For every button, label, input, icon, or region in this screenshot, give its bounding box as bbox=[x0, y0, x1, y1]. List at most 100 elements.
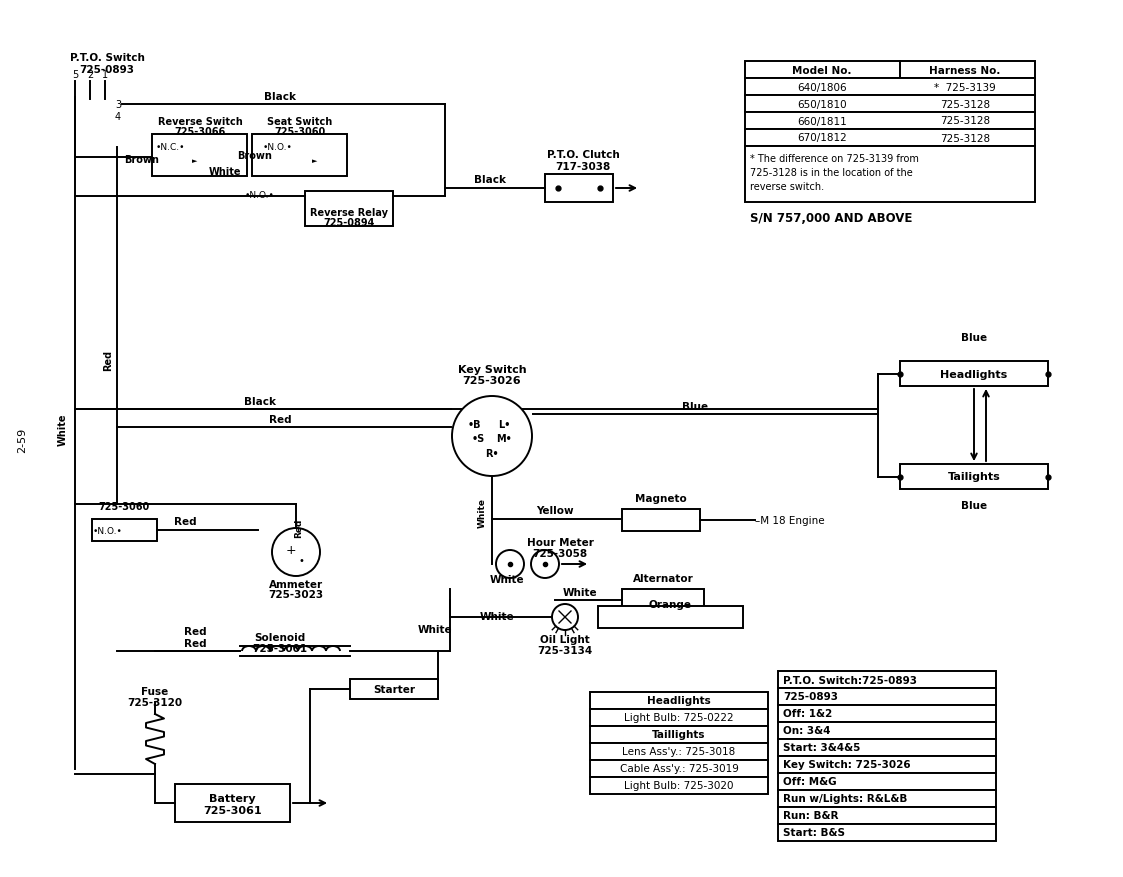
Bar bbox=[175, 784, 290, 822]
Text: White: White bbox=[209, 167, 241, 177]
Text: * The difference on 725-3139 from: * The difference on 725-3139 from bbox=[750, 153, 919, 164]
Text: Harness No.: Harness No. bbox=[930, 66, 1001, 75]
Text: 725-3128 is in the location of the: 725-3128 is in the location of the bbox=[750, 168, 913, 178]
Text: 725-3128: 725-3128 bbox=[940, 117, 990, 126]
Text: P.T.O. Switch:725-0893: P.T.O. Switch:725-0893 bbox=[783, 674, 917, 685]
Text: M•: M• bbox=[496, 433, 512, 444]
Text: 640/1806: 640/1806 bbox=[797, 82, 847, 92]
Bar bbox=[590, 726, 768, 743]
Text: Fuse: Fuse bbox=[141, 686, 168, 696]
Text: Key Switch: Key Switch bbox=[458, 365, 527, 374]
Text: •: • bbox=[298, 555, 304, 566]
Text: S/N 757,000 AND ABOVE: S/N 757,000 AND ABOVE bbox=[750, 212, 912, 225]
Bar bbox=[745, 146, 1035, 203]
Text: Blue: Blue bbox=[682, 402, 709, 411]
Text: Cable Ass'y.: 725-3019: Cable Ass'y.: 725-3019 bbox=[620, 764, 739, 774]
Circle shape bbox=[553, 604, 578, 631]
Circle shape bbox=[496, 551, 524, 578]
Text: 725-3128: 725-3128 bbox=[940, 99, 990, 110]
Text: •N.O.•: •N.O.• bbox=[93, 526, 122, 535]
Text: Tailights: Tailights bbox=[948, 472, 1001, 482]
Text: Black: Black bbox=[474, 175, 506, 185]
Bar bbox=[745, 96, 1035, 113]
Text: Red: Red bbox=[268, 415, 291, 424]
Bar bbox=[350, 679, 438, 699]
Text: 725-3058: 725-3058 bbox=[532, 548, 587, 559]
Bar bbox=[900, 361, 1048, 387]
Text: Starter: Starter bbox=[373, 684, 416, 695]
Text: White: White bbox=[418, 624, 453, 634]
Text: Model No.: Model No. bbox=[792, 66, 851, 75]
Text: White: White bbox=[58, 413, 69, 446]
Bar bbox=[745, 113, 1035, 130]
Text: Red: Red bbox=[184, 626, 207, 637]
Text: 725-3026: 725-3026 bbox=[463, 375, 521, 386]
Text: 660/1811: 660/1811 bbox=[797, 117, 847, 126]
Text: Blue: Blue bbox=[961, 501, 987, 510]
Text: 2: 2 bbox=[86, 70, 93, 80]
Text: Red: Red bbox=[103, 349, 113, 370]
Text: Magneto: Magneto bbox=[636, 494, 687, 503]
Text: 725-3023: 725-3023 bbox=[268, 589, 323, 599]
Text: ►: ► bbox=[312, 158, 318, 164]
Text: 725-0893: 725-0893 bbox=[783, 692, 838, 702]
Text: 717-3038: 717-3038 bbox=[556, 162, 611, 172]
Text: White: White bbox=[477, 497, 486, 527]
Bar bbox=[778, 671, 996, 688]
Text: 670/1812: 670/1812 bbox=[797, 133, 847, 143]
Text: Blue: Blue bbox=[961, 332, 987, 343]
Text: Ammeter: Ammeter bbox=[268, 580, 323, 589]
Text: Black: Black bbox=[264, 92, 296, 102]
Text: 725-3061: 725-3061 bbox=[203, 805, 262, 815]
Text: Brown: Brown bbox=[238, 151, 273, 160]
Text: Key Switch: 725-3026: Key Switch: 725-3026 bbox=[783, 759, 911, 770]
Text: *  725-3139: * 725-3139 bbox=[934, 82, 996, 92]
Text: Red: Red bbox=[294, 517, 303, 537]
Text: P.T.O. Clutch: P.T.O. Clutch bbox=[547, 150, 620, 160]
Bar bbox=[92, 519, 157, 541]
Text: 725-3120: 725-3120 bbox=[127, 697, 183, 707]
Text: Battery: Battery bbox=[209, 793, 256, 803]
Text: White: White bbox=[490, 574, 524, 584]
Text: R•: R• bbox=[485, 448, 499, 459]
Text: –M 18 Engine: –M 18 Engine bbox=[755, 516, 824, 525]
Text: Solenoid: Solenoid bbox=[255, 632, 305, 642]
Text: Orange: Orange bbox=[648, 599, 692, 610]
Bar bbox=[622, 510, 700, 531]
Text: Light Bulb: 725-0222: Light Bulb: 725-0222 bbox=[624, 713, 733, 723]
Text: Taillights: Taillights bbox=[652, 730, 705, 739]
Bar bbox=[745, 62, 1035, 79]
Bar bbox=[590, 743, 768, 760]
Bar bbox=[778, 790, 996, 807]
Bar bbox=[305, 192, 393, 227]
Text: 725-0894: 725-0894 bbox=[323, 217, 375, 228]
Text: +: + bbox=[285, 543, 296, 556]
Text: 725-3001: 725-3001 bbox=[253, 643, 308, 653]
Text: Off: 1&2: Off: 1&2 bbox=[783, 709, 832, 718]
Text: Lens Ass'y.: 725-3018: Lens Ass'y.: 725-3018 bbox=[622, 746, 736, 757]
Text: White: White bbox=[563, 588, 597, 597]
Bar bbox=[778, 824, 996, 841]
Text: White: White bbox=[480, 611, 514, 621]
Bar bbox=[590, 777, 768, 794]
Text: Reverse Switch: Reverse Switch bbox=[157, 117, 243, 127]
Text: 725-3060: 725-3060 bbox=[99, 502, 149, 511]
Bar bbox=[590, 692, 768, 709]
Text: Run w/Lights: R&L&B: Run w/Lights: R&L&B bbox=[783, 794, 907, 803]
Text: L•: L• bbox=[497, 419, 510, 430]
Circle shape bbox=[531, 551, 559, 578]
Bar bbox=[152, 135, 247, 177]
Text: ►: ► bbox=[192, 158, 198, 164]
Text: Oil Light: Oil Light bbox=[540, 634, 590, 645]
Text: 4: 4 bbox=[115, 112, 121, 122]
Bar bbox=[778, 807, 996, 824]
Text: Headlights: Headlights bbox=[647, 695, 711, 706]
Text: Hour Meter: Hour Meter bbox=[527, 538, 593, 547]
Text: 1: 1 bbox=[102, 70, 108, 80]
Text: reverse switch.: reverse switch. bbox=[750, 182, 824, 192]
Bar bbox=[745, 130, 1035, 146]
Text: 725-3066: 725-3066 bbox=[174, 127, 226, 137]
Text: •S: •S bbox=[472, 433, 485, 444]
Bar bbox=[778, 722, 996, 739]
Text: Red: Red bbox=[174, 517, 197, 526]
